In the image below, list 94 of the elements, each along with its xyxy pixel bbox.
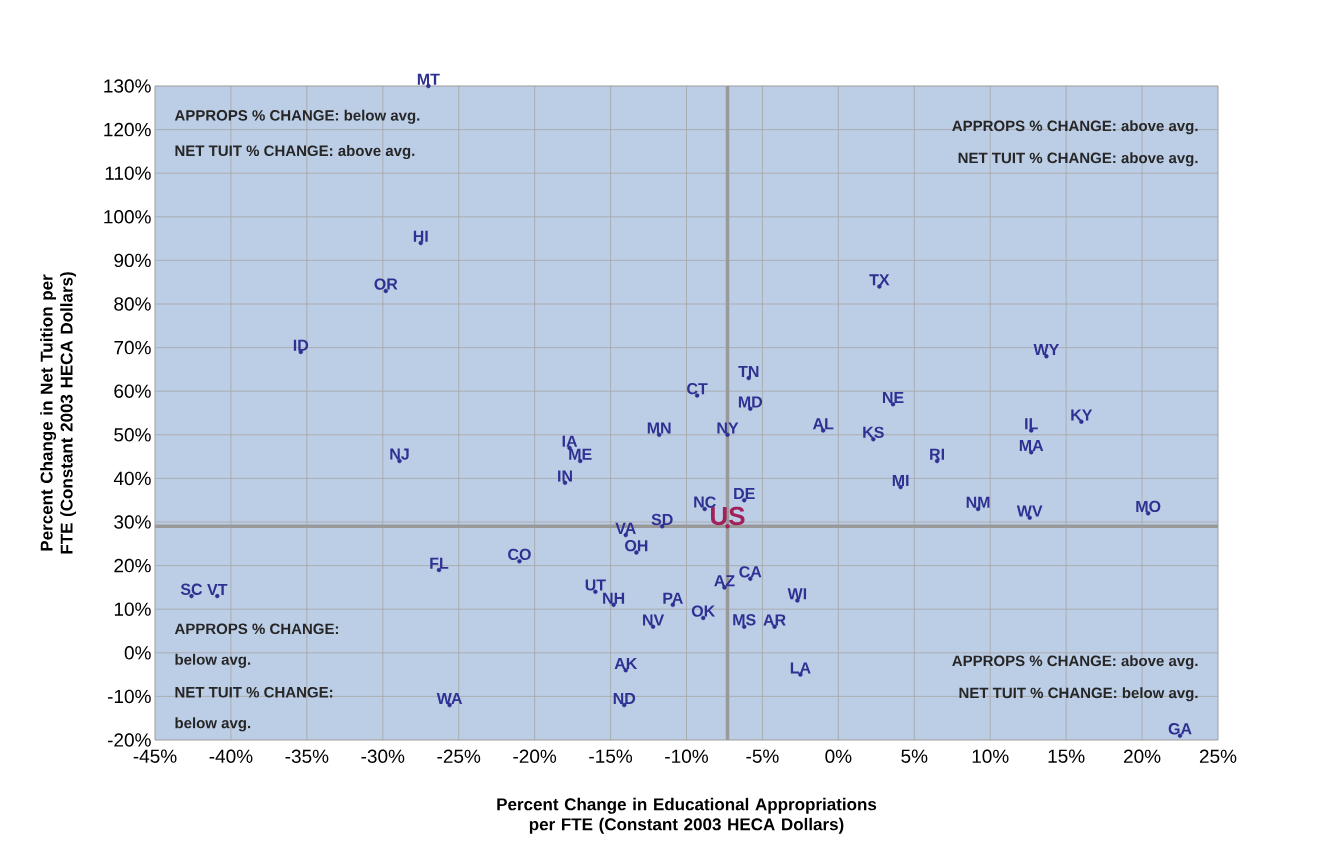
- data-label: WI: [787, 588, 807, 600]
- x-tick-label: 15%: [1048, 749, 1085, 763]
- data-label: UT: [585, 579, 606, 591]
- data-label: OH: [625, 539, 648, 552]
- data-label: NM: [966, 496, 990, 508]
- data-label: NY: [717, 422, 739, 434]
- data-label: MI: [892, 474, 909, 486]
- y-tick-label: 60%: [114, 384, 151, 398]
- data-label: NJ: [390, 448, 409, 460]
- data-label: KS: [863, 426, 884, 438]
- x-tick-label: 25%: [1199, 749, 1237, 763]
- annotation: APPROPS % CHANGE: above avg.: [952, 655, 1198, 670]
- x-tick-label: -5%: [746, 749, 779, 763]
- annotation: below avg.: [175, 653, 251, 668]
- data-label: CA: [739, 566, 762, 578]
- data-label: WY: [1033, 344, 1060, 356]
- data-label: FL: [430, 557, 449, 569]
- annotation: NET TUIT % CHANGE: above avg.: [958, 152, 1198, 167]
- data-label: HI: [413, 230, 428, 242]
- data-label: SC: [180, 583, 203, 595]
- data-label: US: [711, 506, 745, 526]
- data-label: NC: [694, 496, 716, 508]
- y-tick-label: 10%: [114, 602, 151, 616]
- x-tick-label: -10%: [665, 749, 708, 763]
- data-label: ME: [569, 448, 592, 460]
- x-tick-label: -20%: [513, 749, 557, 763]
- y-tick-label: 80%: [114, 297, 151, 311]
- x-tick-label: 10%: [972, 749, 1009, 763]
- data-label: MO: [1136, 500, 1161, 513]
- y-tick-label: 20%: [114, 558, 151, 573]
- data-label: DE: [734, 487, 755, 499]
- x-tick-label: -30%: [361, 749, 405, 763]
- x-axis-title: Percent Change in Educational Appropriations per FTE (Constant 2003 HECA Dollars): [497, 797, 877, 834]
- data-label: AZ: [714, 575, 735, 587]
- annotation: NET TUIT % CHANGE: below avg.: [959, 687, 1198, 702]
- x-tick-label: -40%: [209, 749, 253, 763]
- data-label: ID: [293, 339, 309, 351]
- data-label: LA: [790, 662, 811, 674]
- y-axis-title: Percent Change in Net Tuition per FTE (Constant 2003 HECA Dollars): [40, 272, 77, 554]
- y-tick-label: 100%: [104, 210, 151, 224]
- data-label: PA: [663, 592, 683, 604]
- x-tick-label: 0%: [825, 749, 852, 763]
- x-tick-label: -15%: [589, 749, 633, 763]
- data-label: VA: [615, 522, 636, 534]
- y-tick-label: 110%: [105, 166, 151, 180]
- data-label: AR: [763, 614, 786, 626]
- data-label: GA: [1168, 723, 1192, 735]
- data-label: AL: [812, 418, 834, 430]
- data-label: MN: [647, 422, 671, 434]
- data-label: WV: [1016, 505, 1043, 517]
- annotation: APPROPS % CHANGE: above avg.: [952, 120, 1198, 135]
- y-tick-label: 40%: [113, 471, 151, 486]
- data-label: CT: [687, 383, 708, 395]
- y-tick-label: 120%: [104, 122, 151, 137]
- data-label: CO: [508, 548, 531, 561]
- y-tick-label: 30%: [114, 515, 151, 529]
- annotation: NET TUIT % CHANGE:: [175, 686, 333, 698]
- data-label: TN: [738, 365, 759, 377]
- data-label: SD: [651, 513, 673, 526]
- annotation: NET TUIT % CHANGE: above avg.: [175, 145, 415, 160]
- y-tick-label: 90%: [114, 253, 151, 268]
- x-tick-label: -35%: [285, 749, 329, 763]
- data-label: AK: [614, 658, 638, 670]
- y-tick-label: 70%: [114, 340, 151, 355]
- data-label: TX: [869, 274, 890, 286]
- annotation: APPROPS % CHANGE: below avg.: [174, 109, 420, 124]
- data-label: MA: [1019, 440, 1044, 452]
- data-label: MS: [733, 614, 756, 626]
- data-label: ND: [613, 692, 636, 704]
- data-label: MD: [738, 396, 763, 408]
- annotation: below avg.: [175, 717, 251, 732]
- data-label: IN: [558, 470, 572, 482]
- data-label: OK: [691, 605, 716, 617]
- x-tick-label: 20%: [1124, 749, 1161, 763]
- data-label: IA: [562, 435, 578, 447]
- y-tick-label: 0%: [124, 646, 151, 660]
- annotation: APPROPS % CHANGE:: [174, 623, 339, 635]
- y-tick-label: -10%: [107, 689, 151, 704]
- y-tick-label: -20%: [107, 733, 151, 747]
- x-tick-label: 5%: [901, 749, 928, 763]
- y-tick-label: 130%: [104, 79, 151, 93]
- data-label: IL: [1025, 418, 1038, 430]
- data-label: KY: [1071, 409, 1093, 421]
- data-label: MT: [417, 73, 440, 85]
- data-label: VT: [207, 583, 228, 595]
- data-label: NE: [882, 392, 904, 404]
- data-label: NH: [603, 592, 625, 604]
- x-tick-label: -25%: [437, 749, 481, 763]
- x-tick-label: -45%: [133, 749, 177, 763]
- y-tick-label: 50%: [114, 428, 151, 442]
- data-label: RI: [930, 448, 944, 460]
- data-label: NV: [643, 614, 665, 626]
- data-label: OR: [374, 278, 398, 290]
- data-label: WA: [436, 692, 463, 704]
